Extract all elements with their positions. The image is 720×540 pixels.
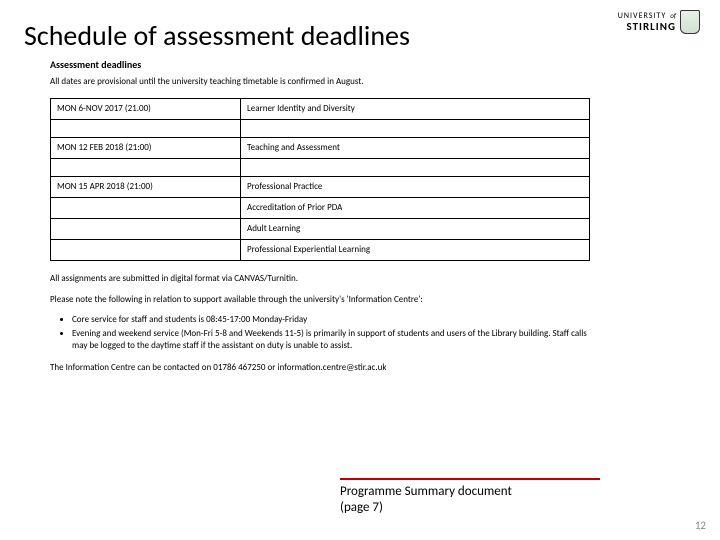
table-row: MON 12 FEB 2018 (21:00) Teaching and Ass… (51, 137, 590, 158)
cell-module (241, 119, 590, 137)
table-row (51, 158, 590, 176)
university-logo: UNIVERSITY of STIRLING (618, 10, 700, 34)
cell-date: MON 6-NOV 2017 (21.00) (51, 98, 241, 119)
deadlines-table: MON 6-NOV 2017 (21.00) Learner Identity … (50, 98, 590, 262)
cell-module: Professional Experiential Learning (241, 240, 590, 261)
cell-date: MON 15 APR 2018 (21:00) (51, 176, 241, 197)
table-row (51, 119, 590, 137)
doc-para3: The Information Centre can be contacted … (50, 362, 590, 374)
footer-line1: Programme Summary document (340, 484, 512, 499)
list-item: Core service for staff and students is 0… (72, 314, 590, 326)
doc-para2: Please note the following in relation to… (50, 294, 590, 306)
cell-date (51, 240, 241, 261)
logo-of: of (670, 12, 676, 20)
doc-subtitle: All dates are provisional until the univ… (50, 76, 590, 88)
table-row: MON 6-NOV 2017 (21.00) Learner Identity … (51, 98, 590, 119)
table-body: MON 6-NOV 2017 (21.00) Learner Identity … (51, 98, 590, 261)
cell-module (241, 158, 590, 176)
table-row: Adult Learning (51, 219, 590, 240)
document-excerpt: Assessment deadlines All dates are provi… (50, 58, 590, 382)
cell-module: Learner Identity and Diversity (241, 98, 590, 119)
crest-icon (680, 10, 700, 34)
logo-text: UNIVERSITY of STIRLING (618, 11, 676, 33)
footer-text: Programme Summary document (page 7) (340, 484, 600, 515)
cell-date (51, 198, 241, 219)
cell-date: MON 12 FEB 2018 (21:00) (51, 137, 241, 158)
table-row: MON 15 APR 2018 (21:00) Professional Pra… (51, 176, 590, 197)
doc-para1: All assignments are submitted in digital… (50, 273, 590, 285)
cell-date (51, 119, 241, 137)
cell-date (51, 219, 241, 240)
cell-date (51, 158, 241, 176)
table-row: Accreditation of Prior PDA (51, 198, 590, 219)
cell-module: Professional Practice (241, 176, 590, 197)
list-item: Evening and weekend service (Mon-Fri 5-8… (72, 328, 590, 352)
doc-heading: Assessment deadlines (50, 58, 590, 72)
page-number: 12 (695, 519, 706, 532)
footer-accent-line (340, 478, 600, 480)
cell-module: Teaching and Assessment (241, 137, 590, 158)
cell-module: Accreditation of Prior PDA (241, 198, 590, 219)
footer-line2: (page 7) (340, 500, 383, 515)
slide-title: Schedule of assessment deadlines (24, 18, 410, 53)
cell-module: Adult Learning (241, 219, 590, 240)
logo-line2: STIRLING (618, 21, 676, 33)
table-row: Professional Experiential Learning (51, 240, 590, 261)
doc-bullets: Core service for staff and students is 0… (72, 314, 590, 352)
footer-note: Programme Summary document (page 7) (340, 478, 600, 515)
